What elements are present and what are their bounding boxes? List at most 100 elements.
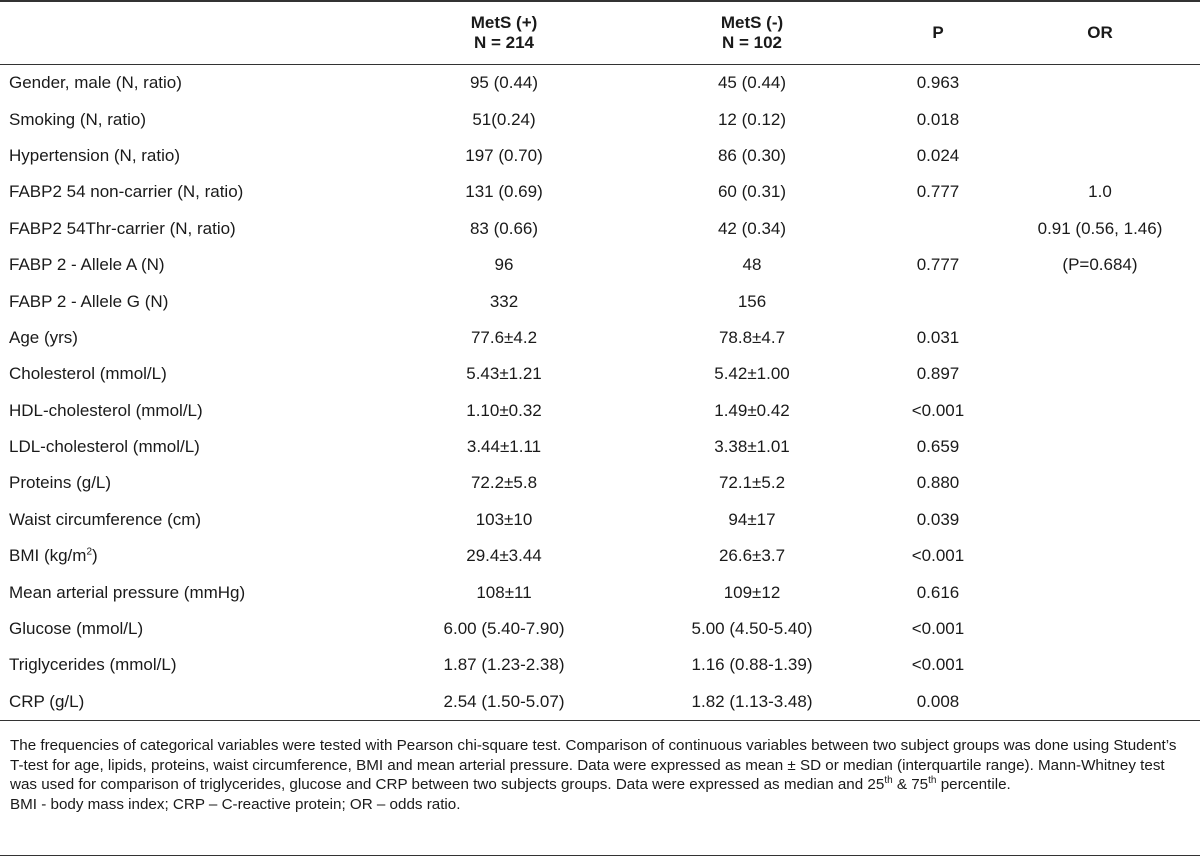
table-row: LDL-cholesterol (mmol/L) 3.44±1.11 3.38±1.…: [0, 429, 1200, 465]
cell-p-value: 0.659: [916, 437, 960, 457]
table-row: Glucose (mmol/L) 6.00 (5.40-7.90) 5.00 (4.…: [0, 611, 1200, 647]
cell-odds-ratio: [1000, 320, 1200, 356]
cell-mets-positive: 1.87 (1.23-2.38): [443, 655, 565, 675]
footnote-abbreviations: BMI - body mass index; CRP – C-reactive …: [10, 795, 461, 813]
footnote-sup-2: th: [928, 775, 937, 787]
cell-p-value: [876, 211, 1000, 247]
row-label: Triglycerides (mmol/L): [9, 655, 177, 675]
cell-mets-positive: 108±11: [476, 582, 532, 602]
table-row: Triglycerides (mmol/L) 1.87 (1.23-2.38) 1.…: [0, 647, 1200, 683]
footnote-sup-1: th: [884, 775, 893, 787]
table-row: Proteins (g/L) 72.2±5.8 72.1±5.2 0.880: [0, 465, 1200, 501]
footnote-methods-text: The frequencies of categorical variables…: [10, 737, 1177, 794]
table-row: Hypertension (N, ratio) 197 (0.70) 86 (0.3…: [0, 138, 1200, 174]
cell-odds-ratio: (P=0.684): [1062, 255, 1138, 275]
row-label: FABP2 54 non-carrier (N, ratio): [9, 182, 244, 202]
row-label: FABP 2 - Allele A (N): [9, 255, 165, 275]
cell-odds-ratio: [1000, 611, 1200, 647]
table-row: Smoking (N, ratio) 51(0.24) 12 (0.12) 0.018: [0, 101, 1200, 137]
cell-mets-negative: 45 (0.44): [717, 73, 787, 93]
row-label: Glucose (mmol/L): [9, 619, 144, 639]
cell-p-value: 0.777: [916, 182, 960, 202]
cell-p-value: 0.024: [916, 145, 960, 165]
cell-mets-negative: 78.8±4.7: [718, 327, 786, 347]
cell-odds-ratio: [1000, 429, 1200, 465]
row-label: CRP (g/L): [0, 683, 380, 722]
table-row: Waist circumference (cm) 103±10 94±17 0.039: [0, 502, 1200, 538]
cell-odds-ratio: 0.91 (0.56, 1.46): [1037, 218, 1163, 238]
footnote-methods-mid: & 75: [892, 776, 929, 794]
cell-mets-positive: 131 (0.69): [465, 182, 543, 202]
header-variable: [0, 0, 380, 65]
header-mets-positive-n: N = 214: [473, 33, 534, 52]
footnote-methods-end: percentile.: [936, 776, 1011, 794]
cell-p-value: <0.001: [911, 400, 965, 420]
table-row: Mean arterial pressure (mmHg) 108±11 109±1…: [0, 574, 1200, 610]
cell-p-value: 0.039: [916, 509, 960, 529]
row-label: Gender, male (N, ratio): [9, 73, 182, 93]
row-label: Cholesterol (mmol/L): [9, 364, 167, 384]
cell-mets-negative: 1.49±0.42: [714, 400, 790, 420]
row-label: Hypertension (N, ratio): [9, 145, 181, 165]
cell-mets-positive: 3.44±1.11: [466, 437, 542, 457]
table-body: Gender, male (N, ratio) 95 (0.44) 45 (0.44…: [0, 65, 1200, 722]
cell-mets-positive: 103±10: [475, 509, 533, 529]
cell-odds-ratio: [1000, 538, 1200, 574]
row-label: Proteins (g/L): [9, 473, 112, 493]
row-label: HDL-cholesterol (mmol/L): [9, 400, 203, 420]
row-label: FABP2 54Thr-carrier (N, ratio): [9, 218, 236, 238]
cell-p-value: 0.963: [916, 73, 960, 93]
table-footnotes: The frequencies of categorical variables…: [10, 736, 1190, 814]
row-label: LDL-cholesterol (mmol/L): [9, 437, 200, 457]
cell-mets-positive: 72.2±5.8: [470, 473, 538, 493]
cell-mets-positive: 77.6±4.2: [470, 327, 538, 347]
data-table: MetS (+) N = 214 MetS (-) N = 102 P OR G…: [0, 0, 1200, 722]
row-label: Mean arterial pressure (mmHg): [9, 582, 246, 602]
cell-odds-ratio: [1000, 356, 1200, 392]
cell-mets-negative: 3.38±1.01: [714, 437, 790, 457]
cell-mets-positive: 332: [489, 291, 519, 311]
cell-mets-positive: 83 (0.66): [469, 218, 539, 238]
cell-p-value: 0.777: [916, 255, 960, 275]
header-mets-negative-n: N = 102: [721, 33, 782, 52]
cell-p-value: [876, 283, 1000, 319]
cell-mets-negative: 12 (0.12): [717, 109, 787, 129]
cell-mets-negative: 26.6±3.7: [718, 546, 786, 566]
table-row: FABP 2 - Allele A (N) 96 48 0.777 (P=0.684): [0, 247, 1200, 283]
row-label: Age (yrs): [9, 327, 78, 347]
cell-mets-positive: 6.00 (5.40-7.90): [443, 619, 565, 639]
header-p: P: [876, 0, 1000, 65]
cell-p-value: 0.018: [916, 109, 960, 129]
cell-mets-negative: 156: [737, 291, 767, 311]
table-row: FABP2 54 non-carrier (N, ratio) 131 (0.69…: [0, 174, 1200, 210]
cell-mets-positive: 95 (0.44): [469, 73, 539, 93]
cell-mets-negative: 5.42±1.00: [714, 364, 790, 384]
cell-p-value: <0.001: [911, 655, 965, 675]
row-label: BMI (kg/m2): [0, 538, 380, 574]
cell-odds-ratio: [1000, 502, 1200, 538]
row-label-suffix: ): [92, 546, 98, 566]
cell-p-value: 0.897: [916, 364, 960, 384]
cell-p-value: 0.880: [916, 473, 960, 493]
row-label: FABP 2 - Allele G (N): [9, 291, 169, 311]
cell-p-value: <0.001: [911, 619, 965, 639]
footnote-methods: The frequencies of categorical variables…: [10, 736, 1190, 795]
row-label: Waist circumference (cm): [9, 509, 202, 529]
cell-odds-ratio: [1000, 65, 1200, 102]
table-row: Age (yrs) 77.6±4.2 78.8±4.7 0.031: [0, 320, 1200, 356]
cell-odds-ratio: [1000, 138, 1200, 174]
cell-mets-negative: 42 (0.34): [717, 218, 787, 238]
header-mets-positive: MetS (+) N = 214: [380, 0, 628, 65]
cell-odds-ratio: [1000, 574, 1200, 610]
cell-mets-positive: 197 (0.70): [465, 145, 543, 165]
cell-p-value: <0.001: [911, 546, 965, 566]
table-row: FABP 2 - Allele G (N) 332 156: [0, 283, 1200, 319]
cell-mets-negative: 72.1±5.2: [718, 473, 786, 493]
row-label-superscript: 2: [86, 546, 93, 558]
cell-mets-positive: 51(0.24): [472, 109, 536, 129]
bottom-rule: [0, 855, 1200, 856]
header-mets-positive-label: MetS (+): [470, 13, 538, 32]
row-label: Smoking (N, ratio): [9, 109, 146, 129]
cell-odds-ratio: [1000, 683, 1200, 722]
cell-odds-ratio: [1000, 283, 1200, 319]
